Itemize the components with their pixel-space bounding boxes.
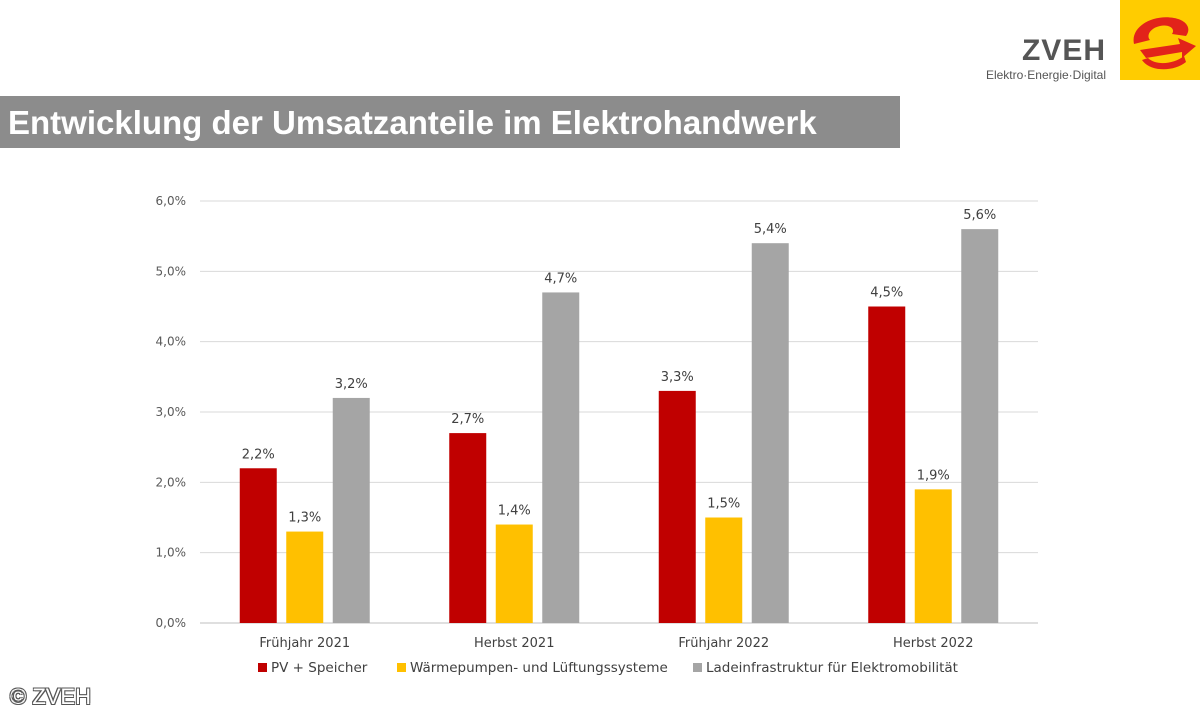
data-label: 1,5% (707, 497, 740, 512)
x-tick-label: Herbst 2022 (893, 636, 973, 651)
bar (751, 243, 789, 623)
page-title: Entwicklung der Umsatzanteile im Elektro… (8, 104, 817, 141)
y-tick-label: 3,0% (156, 405, 187, 419)
logo-name: ZVEH (1021, 34, 1106, 67)
data-label: 1,4% (498, 504, 531, 519)
data-label: 1,3% (288, 511, 321, 526)
bar (961, 229, 999, 623)
legend-label: PV + Speicher (271, 660, 368, 676)
bar (868, 306, 906, 623)
bar (449, 433, 487, 623)
data-label: 3,3% (661, 370, 694, 385)
data-label: 5,6% (963, 208, 996, 223)
legend-label: Ladeinfrastruktur für Elektromobilität (706, 660, 958, 676)
data-label: 4,5% (870, 286, 903, 301)
zveh-logo-icon (1120, 0, 1200, 80)
legend-swatch (397, 663, 406, 672)
data-label: 2,7% (451, 412, 484, 427)
bar (658, 390, 696, 623)
copyright-notice: © ZVEH (10, 684, 91, 709)
legend-swatch (693, 663, 702, 672)
bar (286, 531, 324, 623)
data-label: 2,2% (242, 447, 275, 462)
x-tick-label: Herbst 2021 (474, 636, 554, 651)
bar (542, 292, 580, 623)
lightning-e-icon (1133, 17, 1196, 70)
y-tick-label: 1,0% (156, 546, 187, 560)
bar (705, 517, 743, 623)
data-label: 4,7% (544, 271, 577, 286)
zveh-logo-text: ZVEH Elektro·Energie·Digital (972, 34, 1112, 83)
y-tick-label: 5,0% (156, 264, 187, 278)
data-label: 5,4% (754, 222, 787, 237)
bar (914, 489, 952, 623)
bar (332, 397, 370, 623)
title-banner: Entwicklung der Umsatzanteile im Elektro… (0, 96, 900, 148)
legend-swatch (258, 663, 267, 672)
y-tick-label: 0,0% (156, 616, 187, 630)
bar (495, 524, 533, 623)
x-tick-label: Frühjahr 2022 (678, 636, 769, 651)
y-tick-label: 2,0% (156, 475, 187, 489)
data-label: 3,2% (335, 377, 368, 392)
data-label: 1,9% (917, 468, 950, 483)
y-tick-label: 4,0% (156, 335, 187, 349)
bar (239, 468, 277, 623)
x-tick-label: Frühjahr 2021 (259, 636, 350, 651)
y-tick-label: 6,0% (156, 194, 187, 208)
legend-label: Wärmepumpen- und Lüftungssysteme (410, 660, 668, 676)
logo-tagline: Elektro·Energie·Digital (985, 68, 1106, 82)
